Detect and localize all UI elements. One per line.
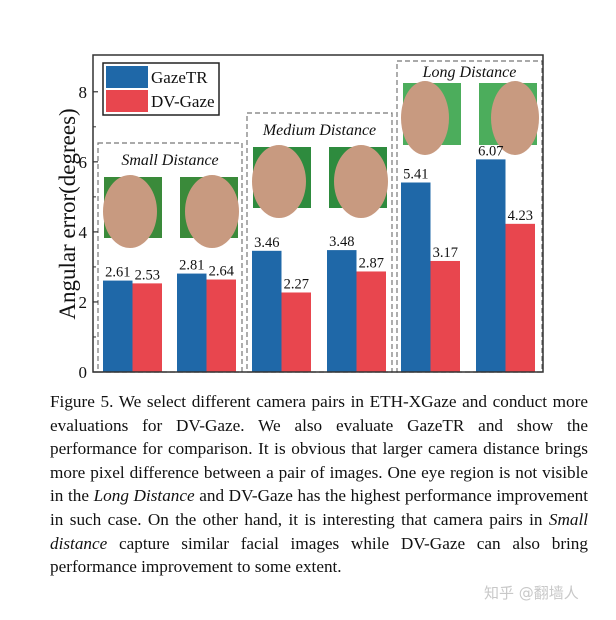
- watermark: 知乎 @翻墙人: [484, 584, 579, 602]
- bar-dv-gaze: [206, 279, 236, 372]
- group-label: Small Distance: [121, 152, 218, 169]
- y-tick-label: 6: [79, 153, 88, 172]
- caption-emphasis-small: Small distance: [50, 509, 588, 553]
- bar-dv-gaze: [430, 260, 460, 372]
- group-label: Long Distance: [422, 64, 517, 81]
- data-label: 5.41: [403, 167, 428, 183]
- plot-frame: [92, 54, 544, 373]
- bar-dv-gaze: [356, 271, 386, 372]
- data-label: 3.17: [433, 245, 458, 261]
- group-label: Medium Distance: [262, 122, 376, 139]
- legend-swatch-gazetr: [106, 66, 148, 88]
- data-label: 4.23: [508, 208, 533, 224]
- bar-gazetr: [401, 182, 431, 372]
- face-image: [252, 145, 306, 218]
- caption-text-1: Figure 5. We select different camera pai…: [50, 392, 588, 506]
- y-tick-label: 4: [79, 223, 88, 242]
- bar-gazetr: [103, 280, 133, 372]
- data-label: 3.48: [329, 234, 354, 250]
- data-label: 6.07: [478, 143, 503, 159]
- caption-emphasis-long: Long Distance: [93, 486, 195, 506]
- face-image: [103, 175, 157, 248]
- bar-dv-gaze: [132, 283, 162, 372]
- data-label: 2.61: [105, 265, 130, 281]
- legend-label: GazeTR: [151, 68, 208, 87]
- figure-caption: Figure 5. We select different camera pai…: [50, 390, 588, 579]
- bar-gazetr: [177, 273, 207, 372]
- caption-text-3: capture similar facial images while DV-G…: [50, 533, 588, 577]
- bar-dv-gaze: [281, 292, 311, 372]
- data-label: 2.64: [209, 264, 235, 280]
- data-label: 2.53: [135, 267, 160, 283]
- face-image: [401, 81, 449, 155]
- bar-dv-gaze: [505, 223, 535, 372]
- face-image: [185, 175, 239, 248]
- data-label: 2.81: [179, 258, 204, 274]
- y-tick-label: 8: [79, 83, 88, 102]
- data-label: 2.27: [284, 276, 309, 292]
- data-label: 2.87: [359, 255, 384, 271]
- bar-chart: Small Distance Medium Distance Long Distan…: [55, 54, 544, 382]
- bar-gazetr: [252, 250, 282, 372]
- face-image: [334, 145, 388, 218]
- data-label: 3.46: [254, 235, 279, 251]
- y-tick-label: 2: [79, 293, 88, 312]
- bar-gazetr: [327, 250, 357, 372]
- legend-swatch-dv-gaze: [106, 90, 148, 112]
- caption-text-2: and DV-Gaze has the highest performance …: [50, 486, 589, 529]
- y-axis-label: Angular error(degrees): [55, 108, 80, 319]
- legend-label: DV-Gaze: [151, 92, 215, 111]
- y-tick-label: 0: [79, 363, 88, 382]
- bar-gazetr: [476, 159, 506, 372]
- face-image: [491, 81, 539, 155]
